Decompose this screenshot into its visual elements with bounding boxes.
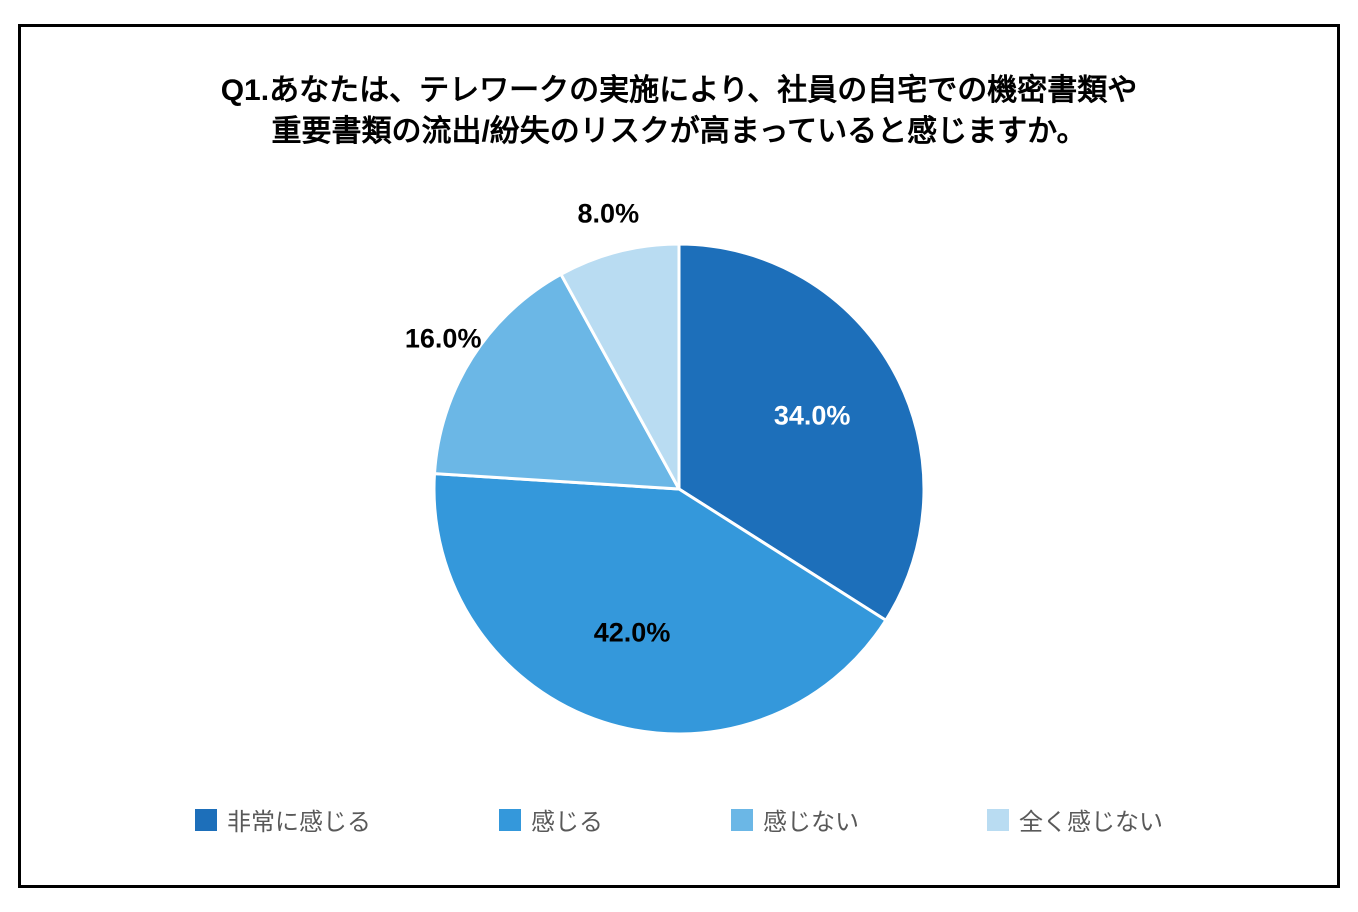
legend-swatch — [731, 809, 753, 831]
chart-title: Q1.あなたは、テレワークの実施により、社員の自宅での機密書類や 重要書類の流出… — [21, 71, 1337, 152]
legend-swatch — [499, 809, 521, 831]
legend-label: 非常に感じる — [227, 802, 371, 837]
legend-label: 全く感じない — [1019, 802, 1163, 837]
legend-label: 感じる — [531, 802, 603, 837]
legend-item: 感じる — [499, 802, 603, 837]
legend-label: 感じない — [763, 802, 859, 837]
legend-item: 全く感じない — [987, 802, 1163, 837]
pie-svg — [399, 209, 959, 769]
chart-frame: Q1.あなたは、テレワークの実施により、社員の自宅での機密書類や 重要書類の流出… — [18, 24, 1340, 888]
pie-slice-label: 16.0% — [405, 324, 482, 355]
pie-slice-label: 8.0% — [578, 198, 640, 229]
chart-title-line1: Q1.あなたは、テレワークの実施により、社員の自宅での機密書類や — [21, 71, 1337, 112]
legend-swatch — [987, 809, 1009, 831]
legend: 非常に感じる 感じる 感じない 全く感じない — [21, 802, 1337, 837]
legend-swatch — [195, 809, 217, 831]
pie-slice-label: 42.0% — [594, 618, 671, 649]
legend-item: 非常に感じる — [195, 802, 371, 837]
pie-chart: 34.0%42.0%16.0%8.0% — [399, 209, 959, 769]
chart-title-line2: 重要書類の流出/紛失のリスクが高まっていると感じますか。 — [21, 112, 1337, 153]
pie-slice-label: 34.0% — [774, 400, 851, 431]
legend-item: 感じない — [731, 802, 859, 837]
